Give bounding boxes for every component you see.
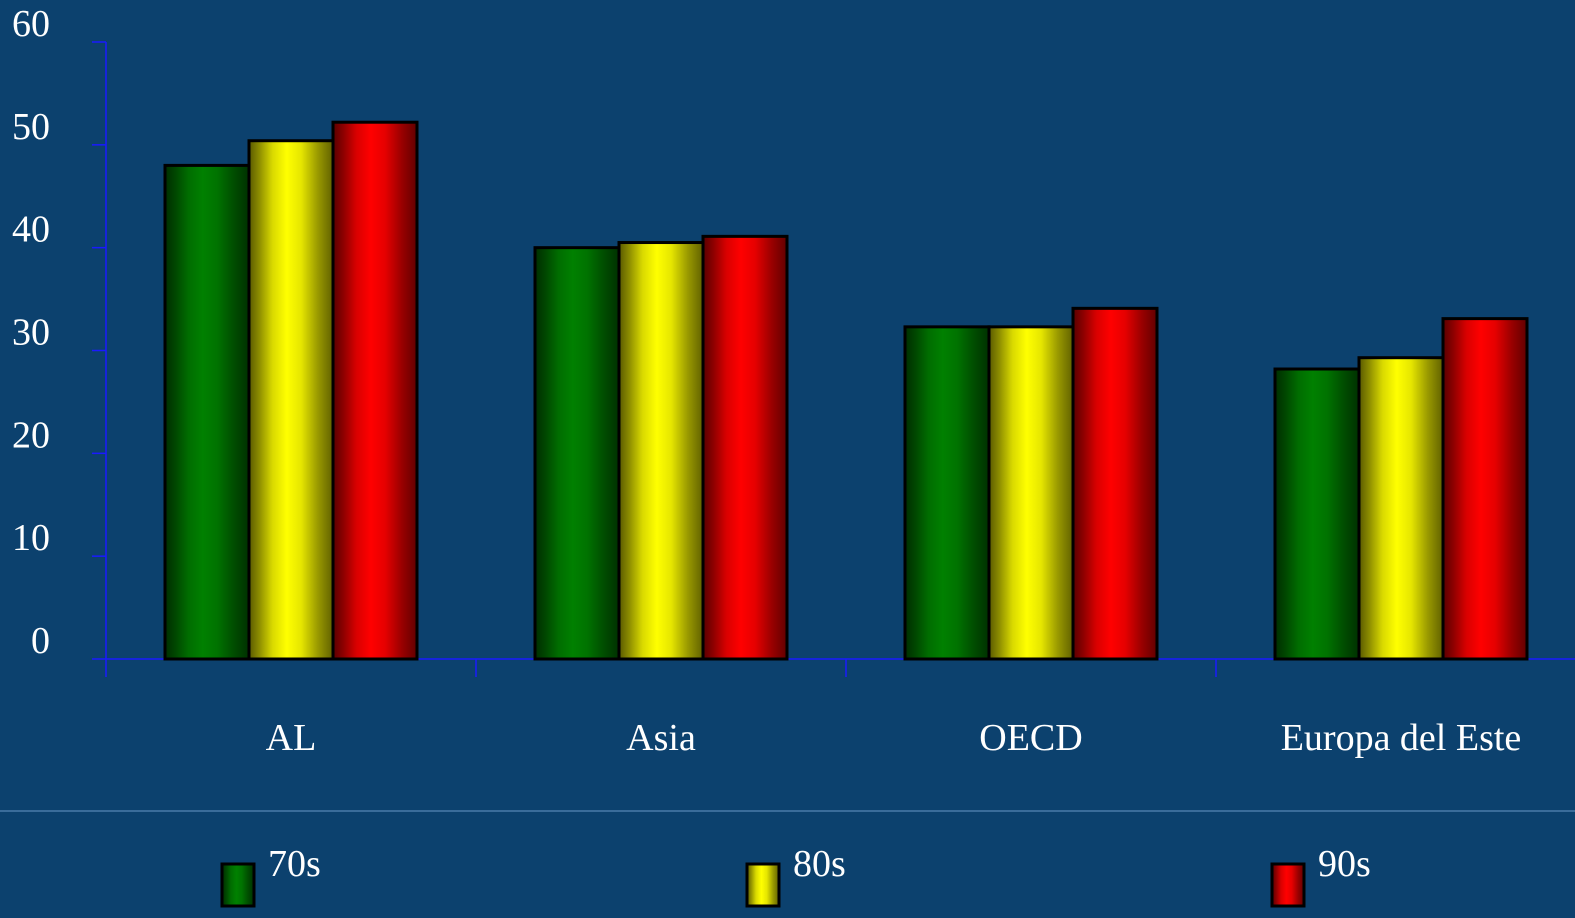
x-tick-label: Asia xyxy=(626,717,696,759)
y-tick-label: 50 xyxy=(12,106,50,148)
x-tick-label: Europa del Este xyxy=(1281,717,1522,759)
bar-90s-europa-del-este xyxy=(1441,317,1529,661)
bar-70s-al xyxy=(163,163,251,661)
y-tick-label: 40 xyxy=(12,209,50,251)
legend: 70s 80s 90s xyxy=(220,843,1371,908)
bar-80s-oecd xyxy=(987,325,1075,661)
x-axis: AL Asia OECD Europa del Este xyxy=(106,658,1575,759)
y-tick-label: 20 xyxy=(12,414,50,456)
legend-label: 90s xyxy=(1318,843,1371,885)
bar-80s-al xyxy=(247,139,335,661)
bar-80s-europa-del-este xyxy=(1357,356,1445,661)
x-tick-label: OECD xyxy=(979,717,1082,759)
bar-80s-asia xyxy=(617,241,705,661)
legend-label: 70s xyxy=(268,843,321,885)
bar-90s-oecd xyxy=(1071,306,1159,661)
bar-70s-europa-del-este xyxy=(1273,367,1361,661)
legend-label: 80s xyxy=(793,843,846,885)
legend-swatch xyxy=(745,862,781,908)
legend-swatch xyxy=(220,862,256,908)
y-tick-label: 60 xyxy=(12,3,50,45)
bar-90s-al xyxy=(331,120,419,661)
bars xyxy=(163,120,1529,661)
y-tick-label: 10 xyxy=(12,517,50,559)
bar-70s-asia xyxy=(533,246,621,661)
bar-70s-oecd xyxy=(903,325,991,661)
legend-swatch xyxy=(1270,862,1306,908)
y-tick-label: 0 xyxy=(31,620,50,662)
bar-90s-asia xyxy=(701,234,789,661)
y-axis: 0 10 20 30 40 50 60 xyxy=(12,3,107,677)
x-tick-label: AL xyxy=(266,717,317,759)
y-tick-label: 30 xyxy=(12,312,50,354)
